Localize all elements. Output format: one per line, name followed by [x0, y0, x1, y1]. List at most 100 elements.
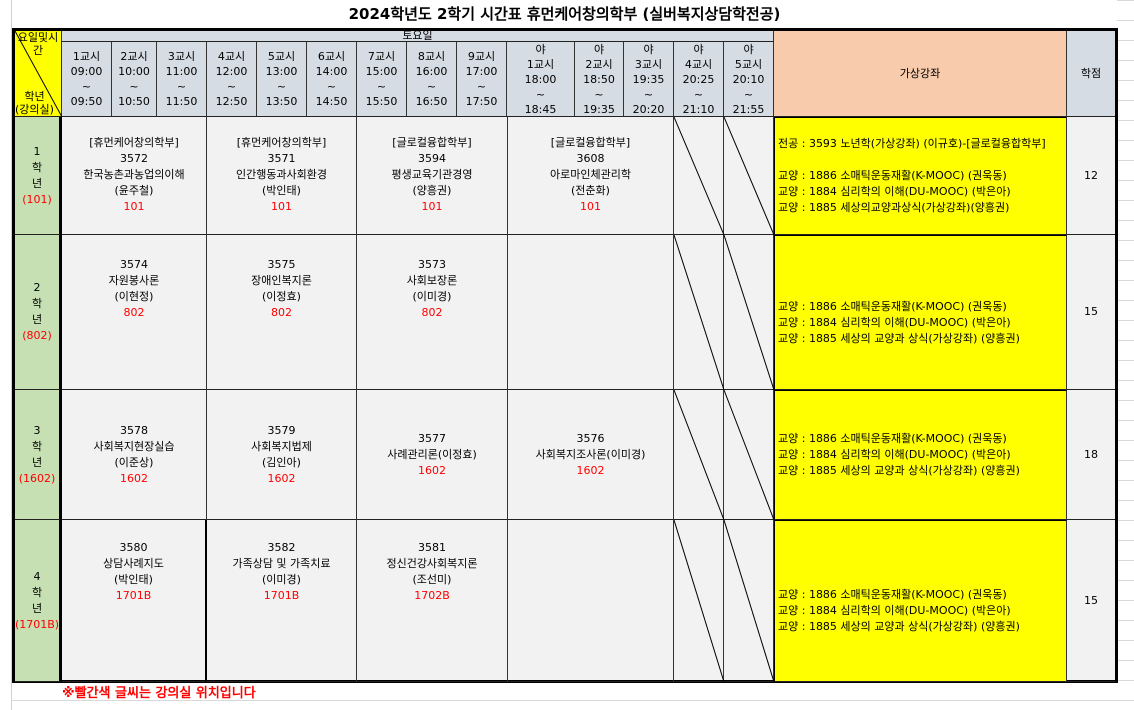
- period-end: 21:55: [732, 102, 765, 116]
- period-prefix: 야: [693, 42, 704, 56]
- period-tilde: ~: [276, 80, 287, 93]
- period-start: 15:00: [365, 65, 398, 78]
- course-code: 3574: [120, 258, 148, 271]
- course-name: 사례관리론(이정효): [387, 447, 477, 461]
- period-name: 4교시: [684, 57, 713, 71]
- credits-header-label: 학점: [1080, 66, 1102, 80]
- virtual-course-item: 교양 : 1884 심리학의 이해(DU-MOOC) (박은아): [778, 315, 1011, 329]
- course-prof: (조선미): [412, 573, 452, 586]
- period-name: 2교시: [585, 57, 613, 71]
- grade-room: (101): [22, 192, 52, 206]
- period-start: 09:00: [70, 65, 103, 78]
- period-header: 7교시 15:00 ~15:50: [357, 42, 407, 117]
- period-end: 19:35: [583, 102, 615, 116]
- course-prof: (김인아): [262, 455, 301, 469]
- period-end: 16:50: [415, 95, 448, 108]
- grade-hak: 학: [31, 585, 43, 599]
- course-room: 1702B: [414, 589, 450, 602]
- period-tilde: ~: [594, 87, 604, 101]
- grade-nyeon: 년: [31, 313, 43, 326]
- credits-number: 15: [1084, 305, 1098, 318]
- course-name: 사회복지조사론(이미경): [535, 447, 646, 461]
- period-header: 1교시 09:00 ~09:50: [62, 42, 112, 117]
- virtual-header-label: 가상강좌: [899, 66, 941, 80]
- period-end: 15:50: [365, 95, 398, 108]
- grade-number: 1: [33, 144, 41, 158]
- credits-number: 18: [1084, 447, 1098, 461]
- period-name: 8교시: [417, 50, 446, 63]
- diagonal-line: [724, 390, 774, 520]
- grade-label-3: 3 학 년 (1602): [15, 390, 62, 520]
- course-room: 1602: [576, 463, 605, 477]
- course-name: 평생교육기관경영: [391, 168, 473, 181]
- period-end: 11:50: [165, 95, 198, 108]
- virtual-header: 가상강좌: [774, 31, 1067, 117]
- day-label: 토요일: [402, 29, 433, 42]
- course-code: 3579: [267, 423, 296, 437]
- course-prof: (이미경): [412, 290, 452, 303]
- diagonal-line: [674, 520, 724, 682]
- night-empty-cell: [724, 520, 774, 682]
- course-prof: (이준상): [114, 455, 154, 469]
- credits-value: 18: [1067, 390, 1115, 520]
- course-room: 1602: [120, 471, 148, 485]
- period-header: 9교시 17:00 ~17:50: [457, 42, 507, 117]
- course-prof: (전춘화): [571, 184, 610, 197]
- period-end: 14:50: [315, 95, 348, 108]
- course-cell: 3581 정신건강사회복지론 (조선미) 1702B: [357, 520, 508, 682]
- course-name: 아로마인체관리학: [550, 168, 631, 181]
- course-cell: [휴먼케어창의학부] 3571 인간행동과사회환경 (박인태) 101: [207, 117, 357, 235]
- period-name: 6교시: [317, 50, 346, 63]
- course-room: 802: [271, 306, 292, 319]
- night-empty-cell: [724, 117, 774, 235]
- course-code: 3578: [120, 423, 148, 437]
- period-tilde: ~: [743, 87, 754, 101]
- timetable: 요일및시간 학년 (강의실) 토요일 1교시 09:00 ~09:50 2교시 10:00 ~10…: [12, 28, 1118, 683]
- period-tilde: ~: [226, 80, 237, 93]
- virtual-course-item: 교양 : 1885 세상의교양과상식(가상강좌)(양흥권): [778, 201, 1010, 214]
- course-dept: [글로컬융합학부]: [392, 136, 472, 149]
- course-prof: (박인태): [262, 184, 301, 197]
- course-cell: 3578 사회복지현장실습 (이준상) 1602: [62, 390, 207, 520]
- course-dept: [글로컬융합학부]: [550, 136, 631, 149]
- period-start: 10:00: [118, 65, 150, 78]
- corner-top-label: 요일및시간: [17, 31, 59, 57]
- course-cell: 3579 사회복지법제 (김인아) 1602: [207, 390, 357, 520]
- period-tilde: ~: [326, 80, 337, 93]
- virtual-course-item: 교양 : 1885 세상의 교양과 상식(가상강좌) (양흥권): [778, 331, 1020, 345]
- period-name: 3교시: [167, 50, 196, 63]
- period-header: 5교시 13:00 ~13:50: [257, 42, 307, 117]
- period-start: 11:00: [165, 65, 198, 78]
- grade-label-2: 2 학 년 (802): [15, 235, 62, 390]
- course-name: 가족상담 및 가족치료: [232, 557, 331, 570]
- grade-nyeon: 년: [31, 455, 43, 469]
- period-tilde: ~: [476, 80, 487, 93]
- course-room: 1602: [418, 463, 446, 477]
- course-cell: 3582 가족상담 및 가족치료 (이미경) 1701B: [207, 520, 357, 682]
- row-gutter: [0, 0, 12, 710]
- virtual-courses: 전공 : 3593 노년학(가상강좌) (이규호)-[글로컬융합학부] 교양 : …: [774, 117, 1067, 235]
- period-tilde: ~: [426, 80, 437, 93]
- grade-label-4: 4 학 년 (1701B): [15, 520, 62, 682]
- course-prof: (이미경): [262, 573, 301, 586]
- course-name: 사회복지법제: [251, 439, 312, 453]
- period-end: 10:50: [118, 95, 150, 108]
- course-code: 3608: [576, 152, 605, 165]
- course-code: 3572: [120, 152, 148, 165]
- grade-room: (1602): [18, 471, 56, 485]
- virtual-course-item: 교양 : 1886 소매틱운동재활(K-MOOC) (권욱동): [778, 588, 1007, 601]
- period-header: 6교시 14:00 ~14:50: [307, 42, 357, 117]
- virtual-course-item: 교양 : 1886 소매틱운동재활(K-MOOC) (권욱동): [778, 299, 1007, 313]
- course-name: 사회보장론: [406, 274, 458, 287]
- course-name: 사회복지현장실습: [93, 439, 175, 453]
- period-end: 12:50: [215, 95, 248, 108]
- grade-hak: 학: [31, 297, 43, 310]
- grade-room: (802): [22, 329, 52, 342]
- course-code: 3576: [576, 431, 605, 445]
- grade-number: 2: [33, 281, 41, 294]
- period-start: 18:50: [583, 72, 615, 86]
- period-name: 5교시: [267, 50, 296, 63]
- course-cell: 3576 사회복지조사론(이미경) 1602: [508, 390, 674, 520]
- course-prof: (이현정): [114, 290, 154, 303]
- period-prefix: 야: [743, 42, 754, 56]
